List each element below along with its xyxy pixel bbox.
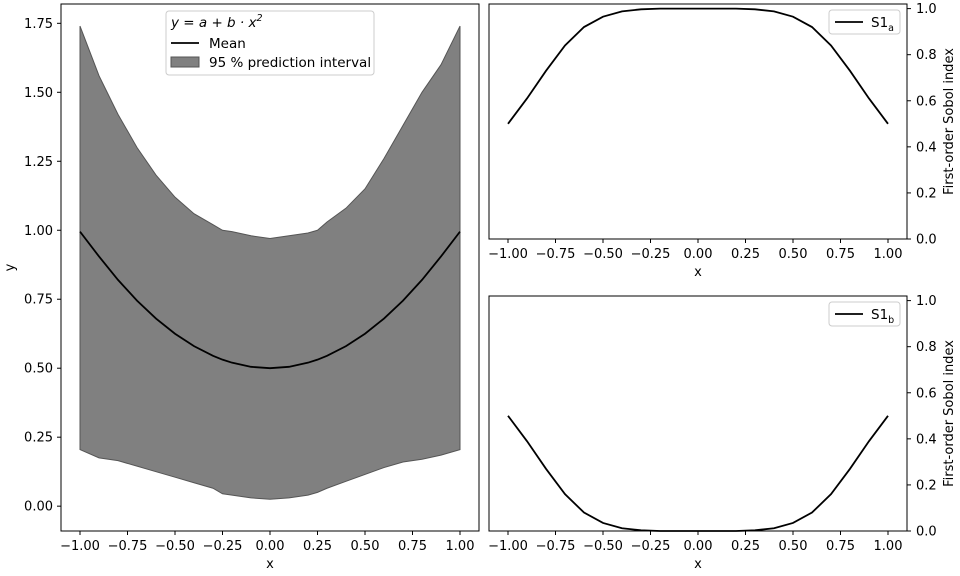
y-tick-label: 0.25 xyxy=(24,431,53,446)
chart-panel-1: −1.00 −0.75 −0.50 −0.25 0.00 0.25 0.50 0.75 1.00… xyxy=(3,3,480,572)
legend-box xyxy=(828,9,901,35)
x-tick-label: 0.75 xyxy=(398,539,427,554)
legend-label: S1a xyxy=(871,15,894,34)
x-tick-label: −0.75 xyxy=(536,247,576,262)
legend: y = a + b · x2 Mean 95 % prediction interv… xyxy=(165,10,375,76)
x-tick-label: 1.00 xyxy=(446,539,475,554)
x-tick-label: 0.25 xyxy=(731,247,760,262)
y-tick-label: 0.6 xyxy=(916,386,937,401)
legend-title: y = a + b · x2 xyxy=(170,13,263,31)
x-tick-label: −1.00 xyxy=(60,539,100,554)
legend: S1a xyxy=(828,9,901,35)
x-tick-label: 1.00 xyxy=(874,247,903,262)
chart-panel-3: −1.00 −0.75 −0.50 −0.25 0.00 0.25 0.50 0.75 1.00… xyxy=(488,294,957,572)
x-tick-label: 0.25 xyxy=(731,539,760,554)
y-tick-label: 1.00 xyxy=(24,224,53,239)
legend-label: S1b xyxy=(871,307,894,326)
x-tick-label: 0.50 xyxy=(779,247,808,262)
y-tick-label: 1.75 xyxy=(24,17,53,32)
x-tick-label: −0.75 xyxy=(108,539,148,554)
y-tick-label: 1.50 xyxy=(24,86,53,101)
y-tick-label: 0.6 xyxy=(916,94,937,109)
mean-line xyxy=(79,231,461,370)
y-tick-label: 0.4 xyxy=(916,432,937,447)
legend-box xyxy=(165,10,375,76)
legend-band-swatch xyxy=(170,56,200,68)
y-tick-label: 0.50 xyxy=(24,362,53,377)
x-tick-label: 0.00 xyxy=(684,247,713,262)
x-tick-label: −1.00 xyxy=(488,247,528,262)
legend-band-label: 95 % prediction interval xyxy=(209,55,371,71)
x-tick-label: 1.00 xyxy=(874,539,903,554)
chart-panel-2: −1.00 −0.75 −0.50 −0.25 0.00 0.25 0.50 0.75 1.00… xyxy=(488,2,957,280)
x-tick-label: 0.75 xyxy=(826,539,855,554)
legend: S1b xyxy=(828,301,901,327)
x-tick-label: −0.50 xyxy=(583,247,623,262)
x-tick-label: −0.75 xyxy=(536,539,576,554)
legend-title-superscript: 2 xyxy=(256,13,262,24)
x-tick-label: 0.00 xyxy=(256,539,285,554)
legend-title-main: y = a + b · x xyxy=(170,15,257,31)
x-axis-label: x xyxy=(266,557,274,572)
y-tick-label: 0.0 xyxy=(916,525,937,540)
legend-label-base: S1 xyxy=(871,15,888,31)
legend-label-base: S1 xyxy=(871,307,888,323)
y-tick-label: 0.8 xyxy=(916,48,937,63)
x-axis-label: x xyxy=(694,265,702,280)
x-tick-label: −0.50 xyxy=(155,539,195,554)
series-line-s1a xyxy=(507,7,889,125)
y-axis-label: y xyxy=(3,263,18,271)
x-tick-label: −0.50 xyxy=(583,539,623,554)
prediction-interval-band xyxy=(79,25,461,500)
y-tick-label: 0.00 xyxy=(24,500,53,515)
x-tick-label: −0.25 xyxy=(631,247,671,262)
series-line-s1b xyxy=(507,415,889,532)
legend-box xyxy=(828,301,901,327)
y-tick-label: 0.75 xyxy=(24,293,53,308)
legend-label-subscript: b xyxy=(888,315,894,326)
y-tick-label: 0.2 xyxy=(916,478,937,493)
y-tick-label: 0.0 xyxy=(916,233,937,248)
legend-label-subscript: a xyxy=(888,23,894,34)
y-tick-label: 0.4 xyxy=(916,140,937,155)
axes-frame xyxy=(488,3,908,240)
x-tick-label: −0.25 xyxy=(631,539,671,554)
x-tick-label: 0.50 xyxy=(351,539,380,554)
y-tick-label: 1.0 xyxy=(916,2,937,17)
x-tick-label: −0.25 xyxy=(203,539,243,554)
y-tick-label: 0.2 xyxy=(916,186,937,201)
y-axis-label: First-order Sobol index xyxy=(942,340,957,487)
axes-frame xyxy=(488,295,908,532)
legend-mean-label: Mean xyxy=(209,36,246,52)
x-tick-label: 0.50 xyxy=(779,539,808,554)
y-tick-label: 1.0 xyxy=(916,294,937,309)
x-axis-label: x xyxy=(694,557,702,572)
y-tick-label: 1.25 xyxy=(24,155,53,170)
x-tick-label: 0.00 xyxy=(684,539,713,554)
x-tick-label: 0.75 xyxy=(826,247,855,262)
x-tick-label: 0.25 xyxy=(303,539,332,554)
x-tick-label: −1.00 xyxy=(488,539,528,554)
y-axis-label: First-order Sobol index xyxy=(942,48,957,195)
y-tick-label: 0.8 xyxy=(916,340,937,355)
